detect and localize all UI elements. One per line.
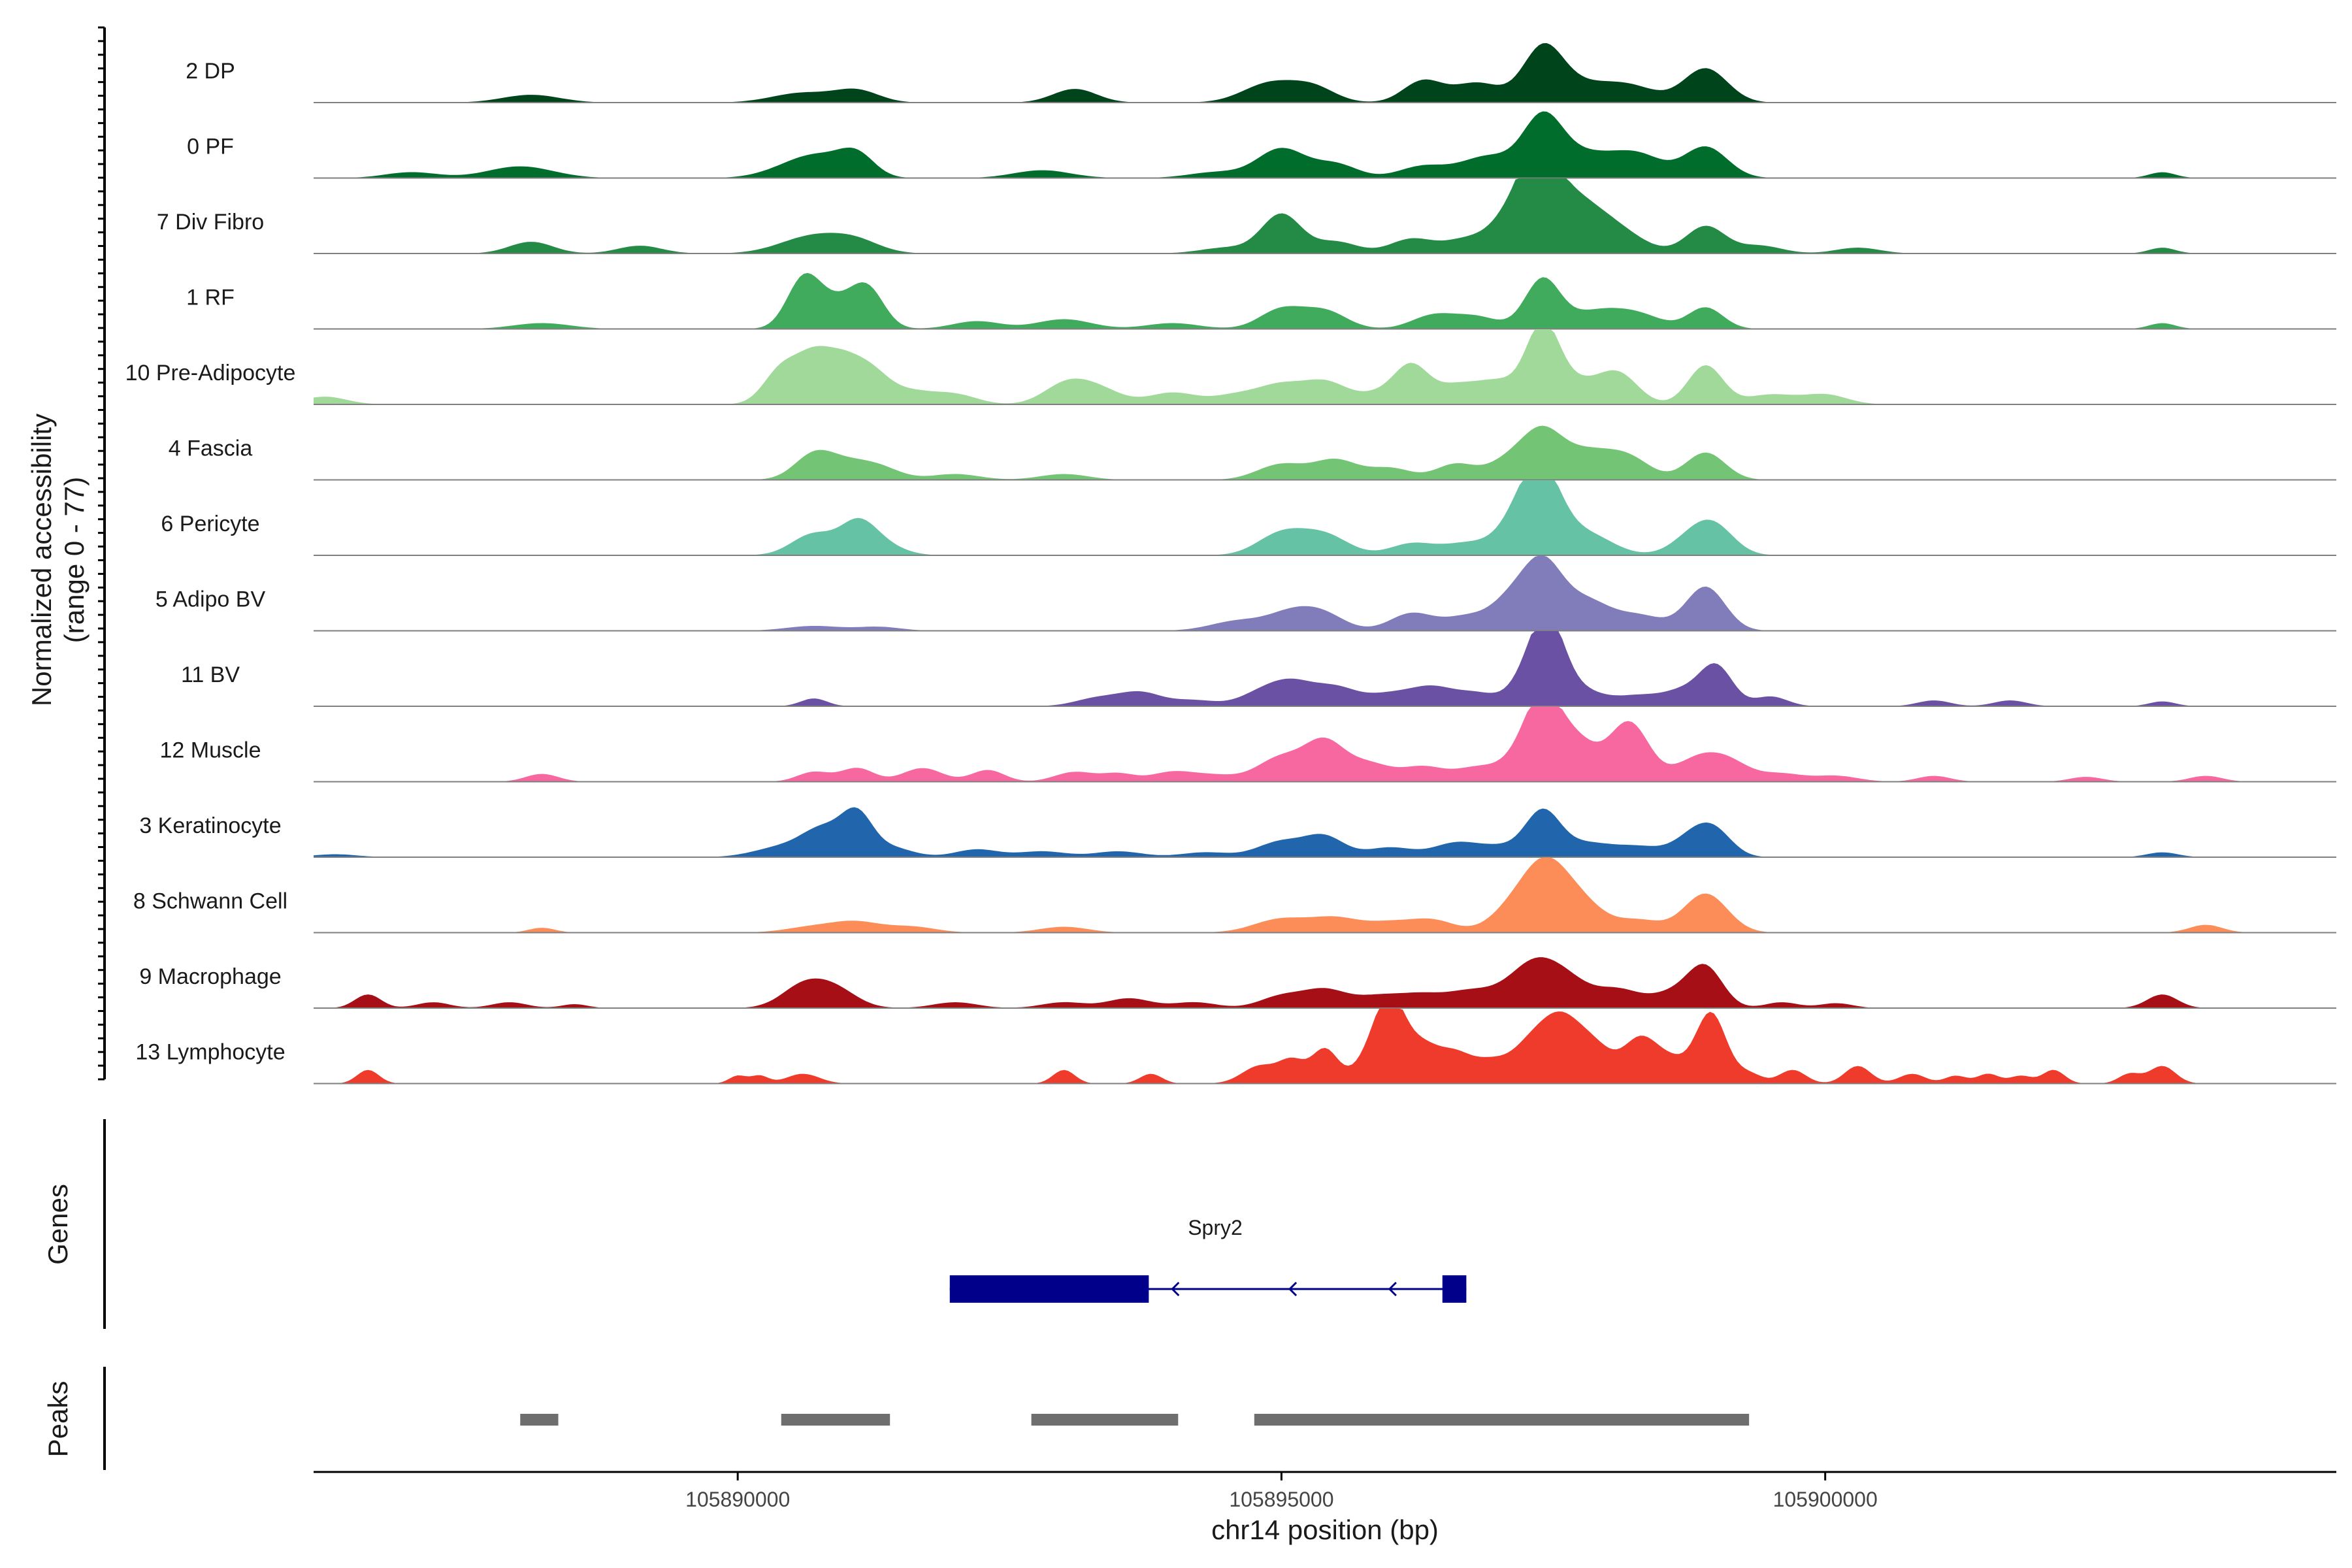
coverage-area	[314, 1008, 2336, 1084]
track-label: 9 Macrophage	[139, 964, 281, 989]
y-axis-range-label: (range 0 - 77)	[59, 477, 90, 643]
track-label: 12 Muscle	[160, 738, 261, 763]
gene-exon	[949, 1275, 1149, 1303]
track-label: 6 Pericyte	[161, 512, 259, 536]
track-label: 8 Schwann Cell	[133, 889, 287, 914]
track-7: 6 Pericyte	[161, 480, 2336, 556]
track-8: 5 Adipo BV	[155, 555, 2336, 632]
peak-region	[1254, 1414, 1750, 1426]
x-tick-label: 105890000	[685, 1488, 790, 1511]
coverage-area	[314, 111, 2336, 178]
strand-arrow	[1388, 1281, 1397, 1297]
coverage-area	[314, 425, 2336, 480]
genes-track-label: Genes	[42, 1184, 73, 1265]
coverage-area	[314, 178, 2336, 253]
track-label: 13 Lymphocyte	[135, 1040, 285, 1065]
track-label: 7 Div Fibro	[157, 210, 264, 235]
coverage-area	[314, 272, 2336, 329]
track-12: 8 Schwann Cell	[133, 857, 2336, 934]
track-label: 1 RF	[186, 286, 235, 310]
track-6: 4 Fascia	[169, 425, 2336, 481]
coverage-area	[314, 706, 2336, 782]
y-axis-label: Normalized accessibility	[26, 414, 57, 706]
gene-exon	[1442, 1275, 1467, 1303]
coverage-tracks: 2 DP 0 PF 7 Div Fibro 1 RF 10 Pre-Adipocyte 4…	[125, 43, 2336, 1085]
x-tick-label: 105900000	[1773, 1488, 1878, 1511]
x-axis-ticks: 105890000 105895000 105900000	[685, 1472, 1878, 1511]
strand-arrow	[1171, 1281, 1180, 1297]
x-axis-label: chr14 position (bp)	[1211, 1514, 1439, 1545]
coverage-area	[314, 480, 2336, 555]
track-label: 3 Keratinocyte	[139, 813, 281, 838]
track-4: 1 RF	[186, 272, 2336, 330]
coverage-area	[314, 329, 2336, 404]
axis-group: 105890000 105895000 105900000	[98, 26, 2336, 1511]
coverage-area	[314, 43, 2336, 103]
y-axis-ticks	[98, 26, 105, 1081]
peaks-track	[520, 1414, 1750, 1426]
track-label: 2 DP	[186, 59, 235, 84]
peak-region	[520, 1414, 559, 1426]
strand-arrow	[1288, 1281, 1298, 1297]
coverage-area	[314, 807, 2336, 857]
track-label: 11 BV	[181, 662, 240, 687]
track-2: 0 PF	[187, 111, 2336, 179]
track-1: 2 DP	[186, 43, 2336, 103]
track-label: 5 Adipo BV	[155, 587, 266, 612]
x-tick-label: 105895000	[1229, 1488, 1333, 1511]
coverage-area	[314, 631, 2336, 706]
peak-region	[1031, 1414, 1179, 1426]
track-9: 11 BV	[181, 631, 2336, 707]
gene-track: Spry2	[949, 1216, 1467, 1303]
track-label: 4 Fascia	[169, 436, 253, 461]
track-13: 9 Macrophage	[139, 957, 2336, 1009]
track-3: 7 Div Fibro	[157, 178, 2336, 254]
gene-name-label: Spry2	[1188, 1216, 1243, 1239]
peak-region	[781, 1414, 890, 1426]
track-14: 13 Lymphocyte	[135, 1008, 2336, 1085]
track-5: 10 Pre-Adipocyte	[125, 329, 2336, 405]
track-label: 10 Pre-Adipocyte	[125, 361, 296, 385]
coverage-area	[314, 957, 2336, 1008]
coverage-area	[314, 857, 2336, 933]
track-11: 3 Keratinocyte	[139, 807, 2336, 858]
track-label: 0 PF	[187, 135, 234, 159]
peaks-track-label: Peaks	[42, 1381, 73, 1458]
track-10: 12 Muscle	[160, 706, 2336, 783]
coverage-area	[314, 555, 2336, 631]
